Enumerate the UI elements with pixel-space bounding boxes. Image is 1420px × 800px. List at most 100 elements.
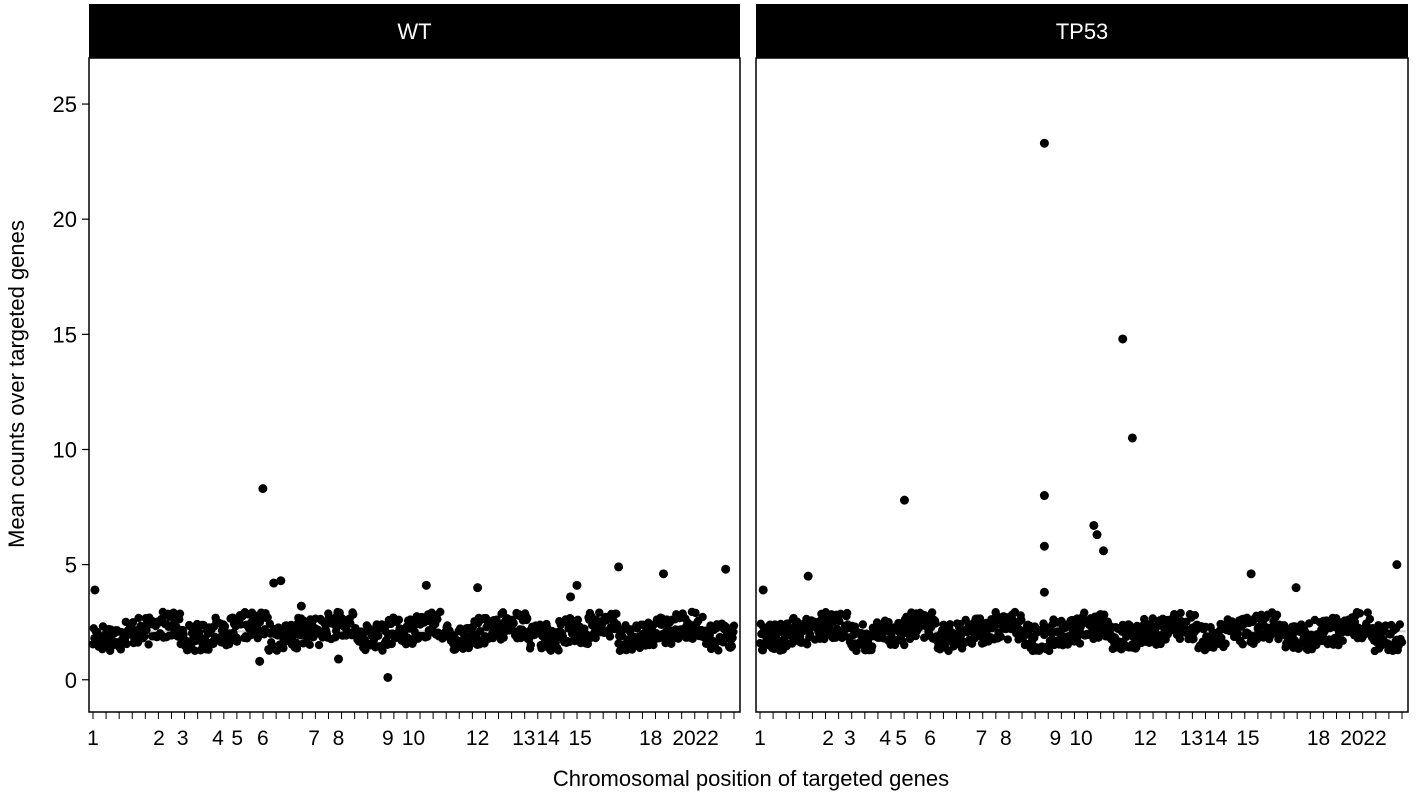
data-point [554, 646, 563, 655]
outlier-point [1246, 569, 1256, 579]
x-tick-label: 12 [1134, 727, 1157, 750]
outlier-point [1039, 138, 1049, 148]
outlier-point [1089, 520, 1099, 530]
x-tick-label: 20 [1340, 727, 1363, 750]
data-point [498, 608, 508, 617]
strip-background [89, 4, 740, 58]
data-point [292, 644, 302, 653]
data-point [955, 620, 965, 629]
x-tick-label: 13 [1180, 727, 1203, 750]
data-point [612, 609, 621, 619]
x-tick-label: 15 [1236, 727, 1259, 750]
x-tick-label: 8 [1000, 727, 1012, 750]
outlier-point [899, 495, 909, 505]
data-point [1274, 634, 1283, 644]
outlier-point [1092, 530, 1102, 540]
data-point [1175, 634, 1185, 644]
data-point [996, 632, 1005, 641]
data-point [990, 622, 1000, 631]
data-point [220, 622, 230, 631]
data-point [378, 646, 387, 655]
outlier-point [658, 569, 668, 579]
data-point [140, 632, 149, 641]
outlier-point [1039, 587, 1049, 597]
data-point [175, 609, 185, 618]
outlier-point [421, 580, 431, 590]
data-point [1075, 639, 1085, 648]
data-point [144, 640, 153, 649]
y-tick-label: 15 [53, 322, 77, 347]
outlier-point [572, 580, 582, 590]
data-point [802, 640, 812, 649]
x-tick-label: 14 [1204, 727, 1228, 750]
data-point [698, 612, 707, 622]
data-point [314, 640, 324, 650]
data-point [179, 630, 188, 639]
x-tick-label: 1 [87, 727, 99, 750]
data-point [1397, 637, 1407, 647]
outlier-point [721, 564, 731, 574]
outlier-point [803, 571, 813, 581]
data-point [260, 625, 270, 634]
x-tick-label: 5 [895, 727, 907, 750]
data-point [1045, 646, 1054, 656]
data-point [1189, 634, 1198, 644]
x-tick-label: 18 [639, 727, 662, 750]
data-point [1365, 614, 1375, 624]
data-point [867, 642, 877, 651]
data-point [128, 618, 138, 627]
data-point [1338, 636, 1347, 645]
data-point [1272, 610, 1282, 620]
outlier-point [1291, 583, 1301, 593]
x-tick-label: 10 [402, 727, 425, 750]
data-point [1176, 608, 1185, 618]
outlier-point [1039, 491, 1049, 501]
outlier-point [1127, 433, 1137, 443]
x-tick-label: 13 [512, 727, 535, 750]
outlier-point [566, 592, 576, 602]
data-point [475, 626, 485, 636]
data-point [605, 632, 615, 641]
y-tick-label: 10 [53, 437, 77, 462]
data-point [1355, 609, 1365, 618]
y-tick-label: 25 [53, 92, 77, 117]
x-axis-title: Chromosomal position of targeted genes [553, 766, 949, 791]
data-point [1238, 640, 1247, 649]
x-tick-label: 7 [976, 727, 988, 750]
x-tick-label: 5 [231, 727, 243, 750]
x-tick-label: 20 [672, 727, 695, 750]
data-point [436, 607, 445, 617]
x-tick-label: 6 [257, 727, 269, 750]
data-point [509, 619, 518, 628]
data-point [945, 620, 955, 629]
y-tick-label: 20 [53, 207, 77, 232]
data-point [1233, 628, 1242, 638]
data-point [1363, 608, 1372, 617]
data-point [142, 625, 151, 635]
data-point [1003, 635, 1013, 644]
data-point [858, 620, 868, 629]
data-point [1080, 608, 1089, 617]
x-tick-label: 9 [382, 727, 394, 750]
outlier-point [758, 585, 768, 595]
x-tick-label: 1 [754, 727, 766, 750]
data-point [1395, 620, 1405, 629]
x-tick-label: 10 [1069, 727, 1092, 750]
data-point [1100, 610, 1109, 619]
x-tick-label: 2 [153, 727, 165, 750]
outlier-point [614, 562, 624, 572]
panel-border [755, 57, 1409, 713]
data-point [591, 633, 600, 643]
data-point [931, 619, 940, 628]
outlier-point [255, 656, 265, 666]
data-point [691, 608, 700, 618]
x-tick-label: 8 [333, 727, 345, 750]
data-point [523, 614, 532, 623]
outlier-point [269, 578, 279, 588]
x-tick-label: 14 [536, 727, 560, 750]
y-tick-label: 5 [65, 553, 77, 578]
